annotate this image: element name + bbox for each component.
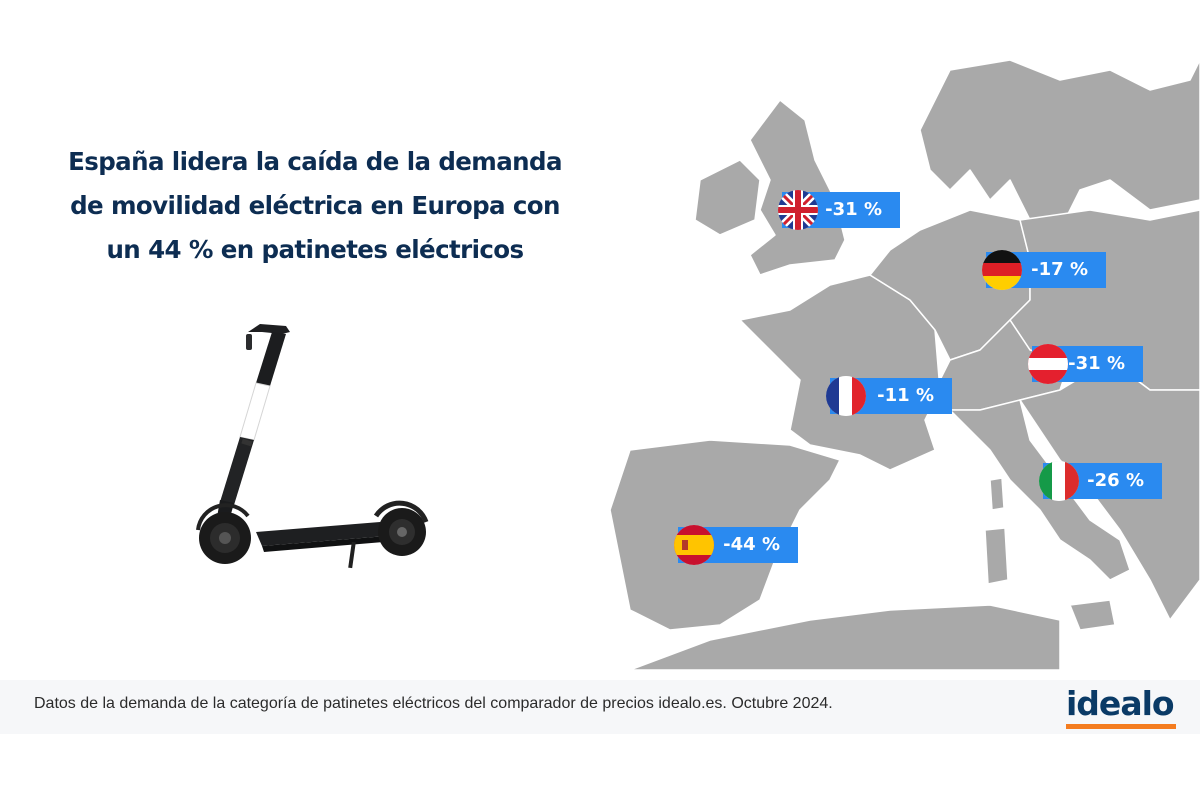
great-britain-shape — [749, 99, 846, 276]
scandinavia-shape — [919, 60, 1200, 231]
headline-line-2: de movilidad eléctrica en Europa con — [70, 191, 560, 220]
headline: España lidera la caída de la demanda de … — [40, 140, 590, 272]
uk-value: -31 % — [825, 199, 882, 220]
sicily-shape — [1069, 599, 1116, 631]
corsica-shape — [989, 477, 1005, 511]
scooter-image — [196, 324, 429, 569]
footer: Datos de la demanda de la categoría de p… — [0, 680, 1200, 734]
austria-label: -31 % — [1028, 344, 1143, 384]
france-value: -11 % — [877, 385, 934, 406]
france-label: -11 % — [826, 376, 952, 416]
italy-flag-icon — [1039, 461, 1079, 501]
logo-underline — [1066, 724, 1176, 729]
italy-shape — [949, 399, 1131, 581]
headline-line-1: España lidera la caída de la demanda — [68, 147, 562, 176]
source-note: Datos de la demanda de la categoría de p… — [34, 695, 833, 712]
spain-flag-icon — [674, 525, 714, 565]
france-shape — [739, 274, 941, 471]
uk-flag-icon — [778, 190, 818, 230]
france-flag-icon — [826, 376, 866, 416]
germany-value: -17 % — [1031, 259, 1088, 280]
sardinia-shape — [984, 527, 1009, 585]
austria-flag-icon — [1028, 344, 1068, 384]
italy-value: -26 % — [1087, 470, 1144, 491]
idealo-logo: idealo — [1066, 684, 1175, 723]
spain-value: -44 % — [723, 534, 780, 555]
uk-label: -31 % — [778, 190, 900, 230]
germany-label: -17 % — [982, 250, 1106, 290]
headline-line-3: un 44 % en patinetes eléctricos — [106, 235, 524, 264]
spain-label: -44 % — [674, 525, 798, 565]
germany-flag-icon — [982, 250, 1022, 290]
north-africa-shape — [629, 604, 1061, 670]
austria-value: -31 % — [1068, 353, 1125, 374]
ireland-shape — [694, 159, 761, 236]
italy-label: -26 % — [1039, 461, 1162, 501]
